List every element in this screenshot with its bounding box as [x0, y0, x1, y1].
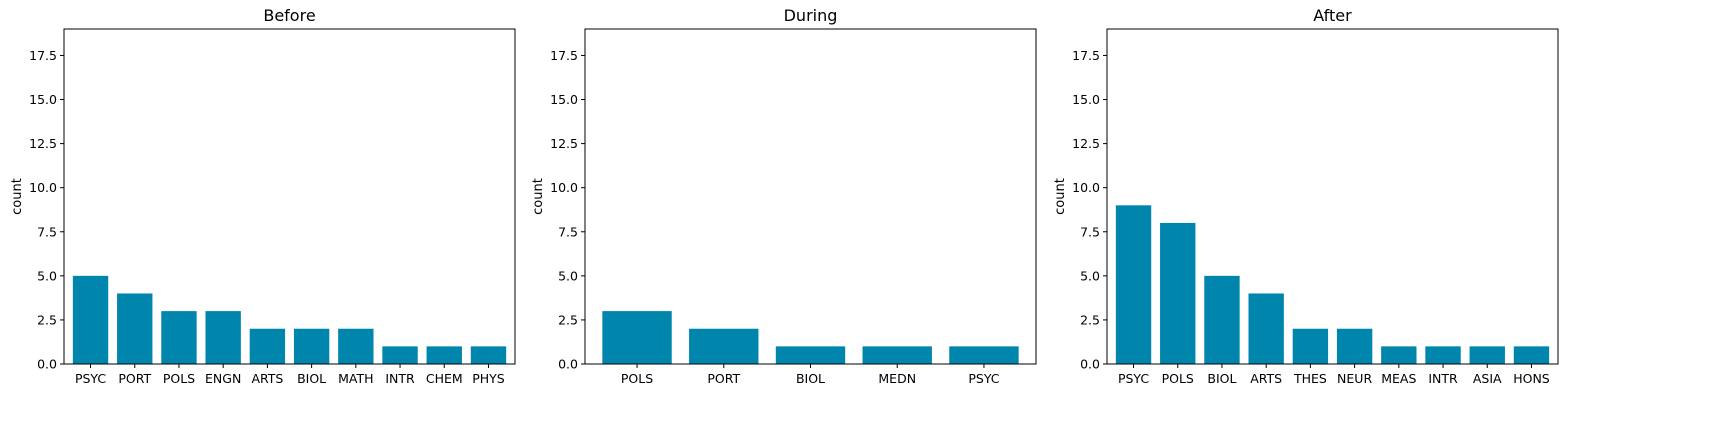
bar-port [117, 293, 153, 364]
y-axis-label: count [531, 178, 546, 215]
y-tick-label: 0.0 [558, 357, 578, 372]
y-tick-label: 7.5 [37, 224, 57, 239]
bar-phys [470, 346, 507, 364]
y-tick-label: 0.0 [37, 357, 57, 372]
chart-title: During [784, 6, 838, 25]
x-tick-label: THES [1293, 371, 1327, 386]
x-tick-label: ARTS [251, 371, 283, 386]
y-tick-label: 15.0 [29, 92, 57, 107]
x-tick-label: PSYC [1118, 371, 1149, 386]
bar-hons [1513, 346, 1550, 364]
bar-psyc [949, 346, 1019, 364]
x-tick-label: PORT [707, 371, 740, 386]
x-tick-label: ARTS [1250, 371, 1282, 386]
x-tick-label: BIOL [1207, 371, 1236, 386]
bar-biol [293, 328, 330, 364]
x-tick-label: BIOL [297, 371, 326, 386]
x-tick-label: PORT [118, 371, 151, 386]
bar-pols [1160, 222, 1196, 364]
x-tick-label: ASIA [1473, 371, 1502, 386]
y-axis-label: count [1053, 178, 1068, 215]
x-tick-label: BIOL [796, 371, 825, 386]
y-tick-label: 17.5 [1072, 48, 1100, 63]
bar-pols [161, 311, 197, 364]
axes-frame [1106, 28, 1559, 365]
x-tick-label: POLS [163, 371, 195, 386]
x-tick-label: INTR [1428, 371, 1458, 386]
x-tick-label: NEUR [1337, 371, 1372, 386]
bar-engn [205, 311, 241, 364]
x-tick-label: MEDN [878, 371, 916, 386]
x-tick-label: HONS [1513, 371, 1550, 386]
axes-frame [63, 28, 516, 365]
y-tick-label: 5.0 [37, 268, 57, 283]
bar-biol [775, 346, 846, 364]
bar-intr [1425, 346, 1461, 364]
x-tick-label: PHYS [472, 371, 505, 386]
y-tick-label: 15.0 [1072, 92, 1100, 107]
chart-panel-after: After count PSYC POLS BIOL ARTS THES NEUR MEAS IN… [1053, 6, 1559, 386]
bar-port [689, 328, 759, 364]
x-tick-label: MEAS [1381, 371, 1416, 386]
chart-title: After [1313, 6, 1352, 25]
bar-arts [1248, 293, 1284, 364]
chart-title: Before [263, 6, 315, 25]
x-tick-label: PSYC [75, 371, 106, 386]
y-tick-label: 5.0 [1080, 268, 1100, 283]
y-tick-label: 10.0 [29, 180, 57, 195]
x-tick-label: INTR [385, 371, 415, 386]
y-tick-label: 7.5 [1080, 224, 1100, 239]
bar-thes [1292, 328, 1329, 364]
y-tick-label: 2.5 [558, 312, 578, 327]
chart-panel-during: During count POLS PORT BIOL MEDN PSYC 0.0 2.5 5.0… [531, 6, 1037, 386]
y-tick-label: 15.0 [550, 92, 578, 107]
x-tick-label: CHEM [426, 371, 463, 386]
axes-frame [584, 28, 1037, 365]
x-tick-label: POLS [621, 371, 653, 386]
bar-intr [382, 346, 418, 364]
bar-psyc [1115, 205, 1152, 364]
bar-asia [1469, 346, 1505, 364]
y-tick-label: 0.0 [1080, 357, 1100, 372]
bar-pols [602, 311, 672, 364]
y-axis-label: count [10, 178, 25, 215]
bar-psyc [72, 275, 109, 364]
bar-medn [862, 346, 932, 364]
bar-math [338, 328, 374, 364]
bar-arts [249, 328, 286, 364]
x-tick-label: MATH [338, 371, 373, 386]
y-tick-label: 12.5 [1072, 136, 1100, 151]
y-tick-label: 17.5 [550, 48, 578, 63]
x-tick-label: ENGN [205, 371, 241, 386]
x-tick-label: PSYC [968, 371, 999, 386]
y-tick-label: 2.5 [37, 312, 57, 327]
y-tick-label: 10.0 [1072, 180, 1100, 195]
chart-panel-before: Before count PSYC PORT POLS ENGN ARTS BIOL MATH I… [10, 6, 516, 386]
bar-meas [1381, 346, 1417, 364]
y-tick-label: 12.5 [29, 136, 57, 151]
bar-biol [1204, 275, 1240, 364]
y-tick-label: 5.0 [558, 268, 578, 283]
y-tick-label: 12.5 [550, 136, 578, 151]
bar-neur [1336, 328, 1373, 364]
bar-chem [426, 346, 462, 364]
y-tick-label: 10.0 [550, 180, 578, 195]
x-tick-label: POLS [1162, 371, 1194, 386]
y-tick-label: 7.5 [558, 224, 578, 239]
y-tick-label: 2.5 [1080, 312, 1100, 327]
y-tick-label: 17.5 [29, 48, 57, 63]
